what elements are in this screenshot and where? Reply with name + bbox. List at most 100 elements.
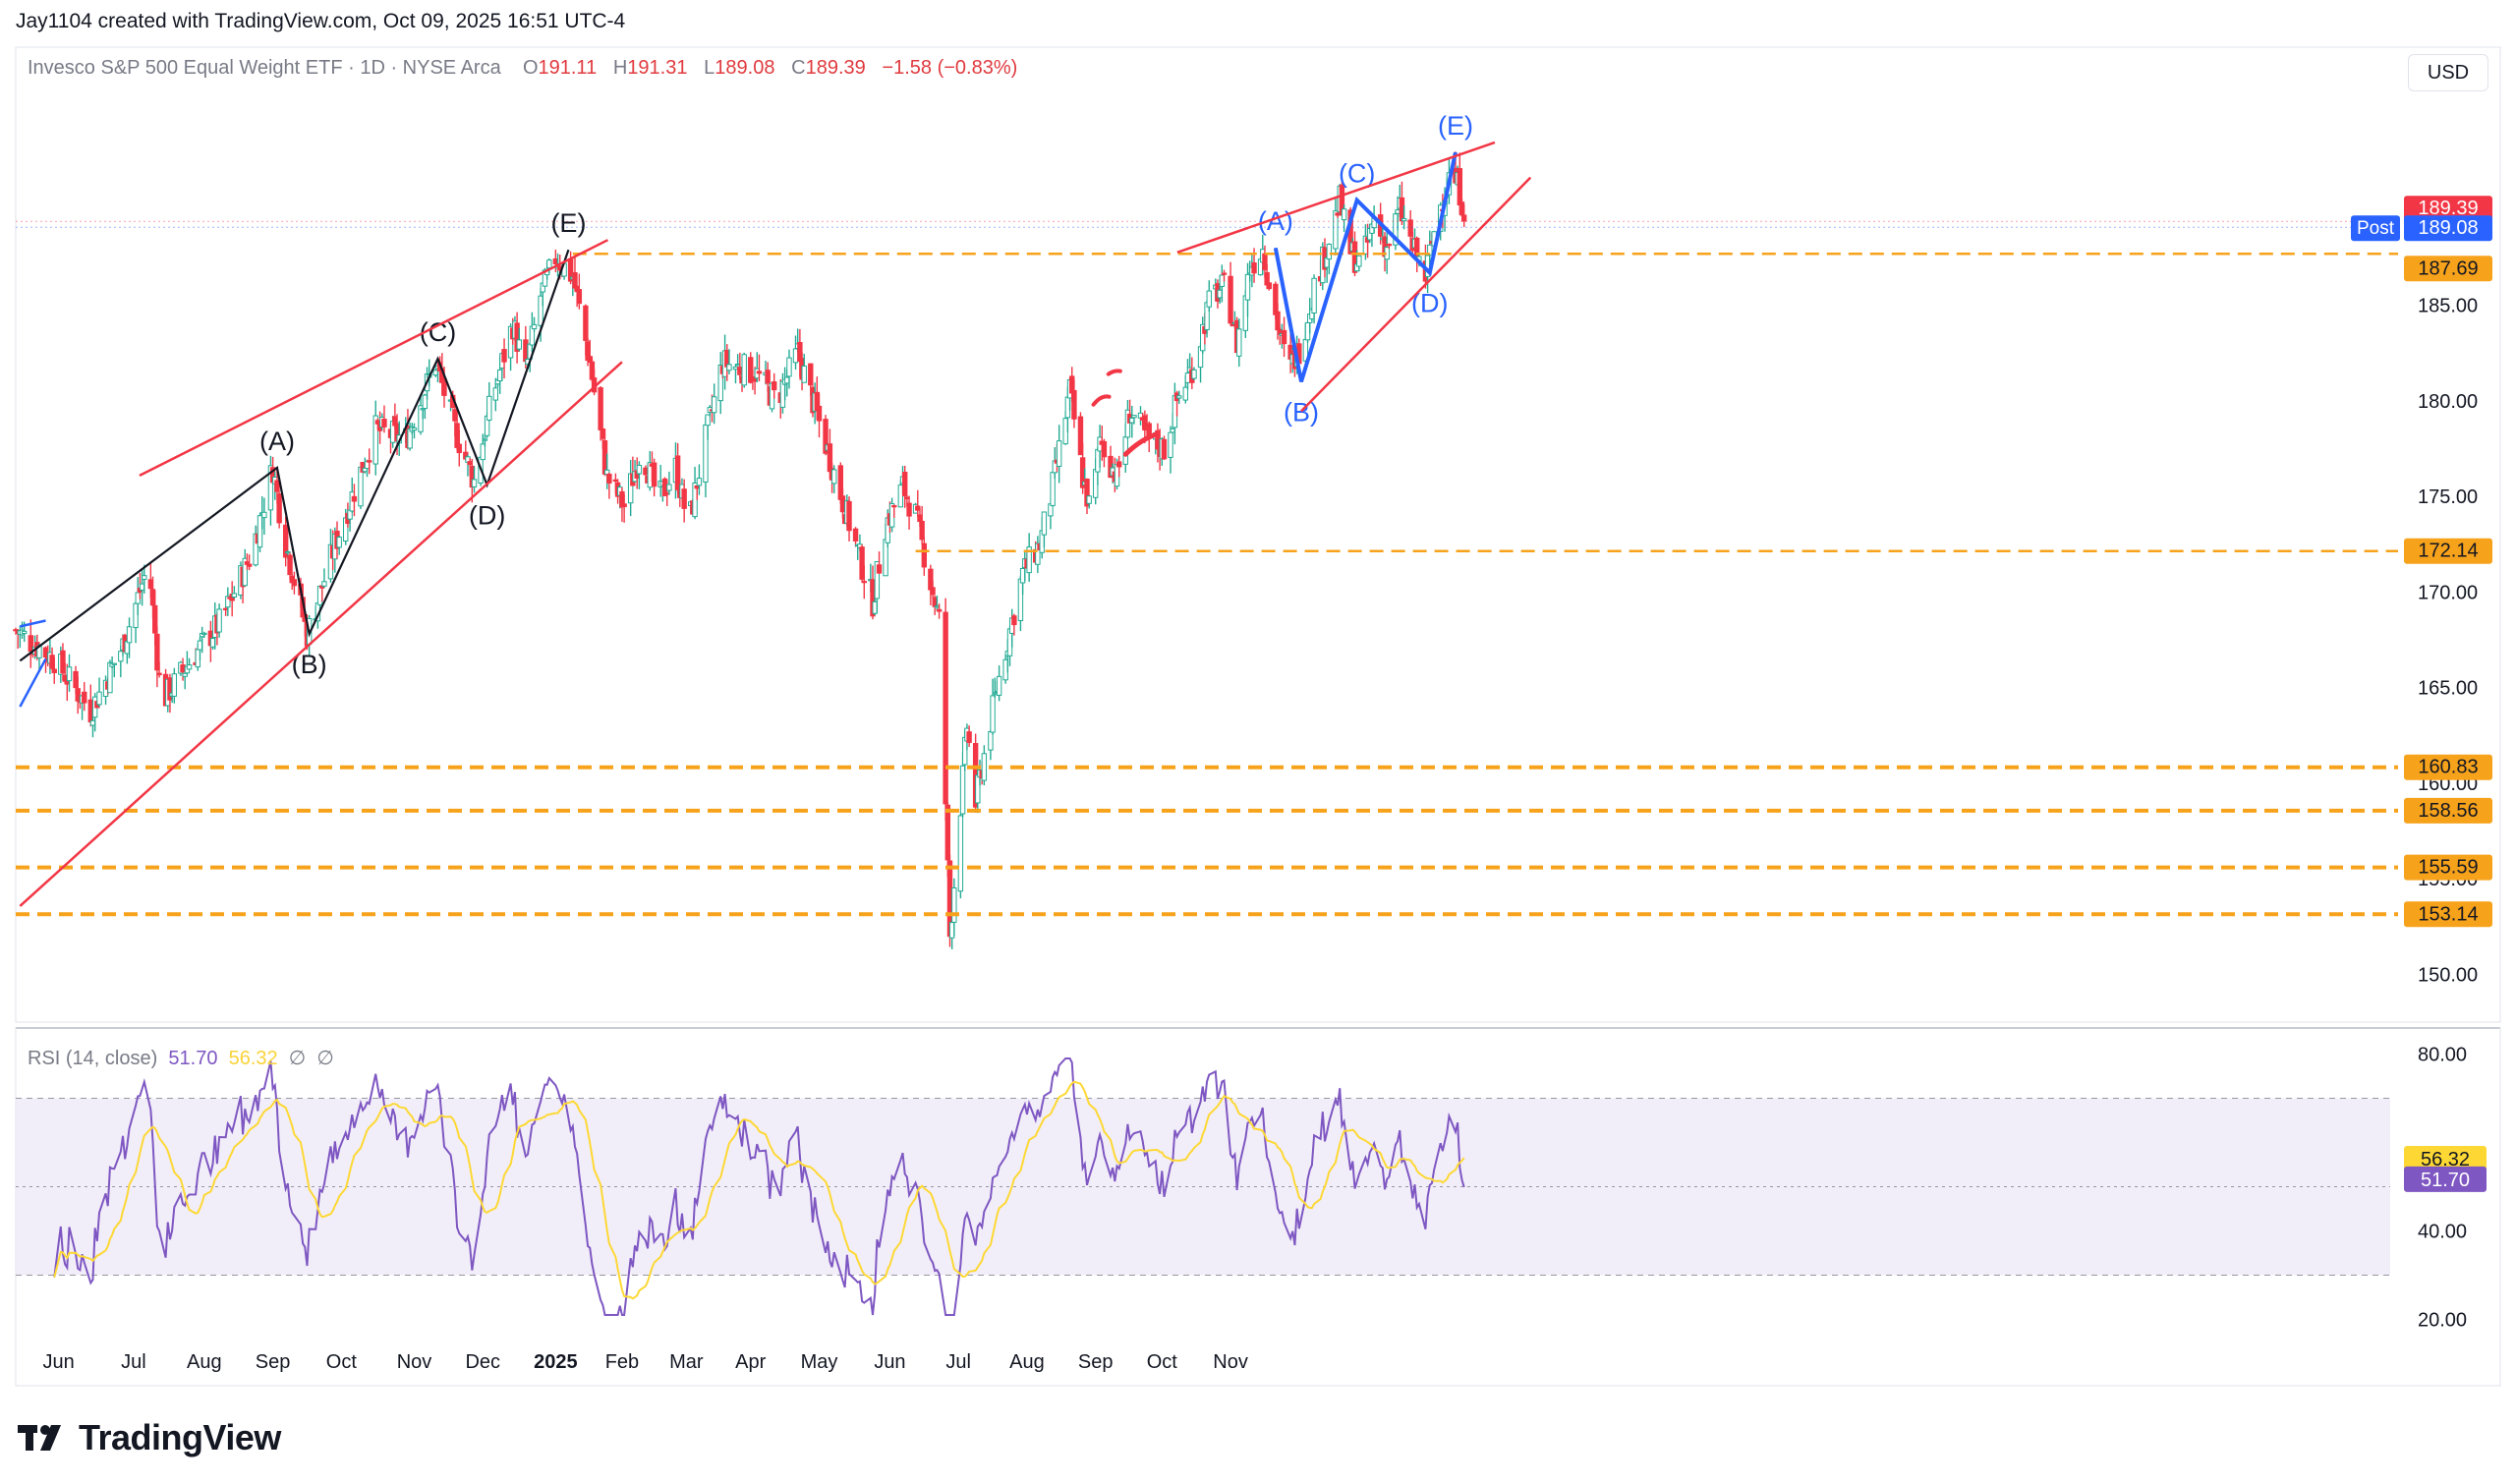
freehand-mark — [1106, 369, 1122, 376]
candle-down — [1011, 615, 1017, 626]
candle-up — [96, 691, 102, 706]
price-label: 155.59 — [2418, 857, 2478, 879]
candle-down — [276, 493, 282, 524]
candle-up — [1168, 431, 1173, 458]
candle-up — [1182, 386, 1188, 401]
candle-down — [156, 672, 162, 676]
candle-up — [732, 366, 739, 371]
candle-up — [516, 339, 522, 350]
candle-down — [816, 405, 823, 422]
candle-up — [990, 695, 996, 733]
close-value: 189.39 — [805, 57, 866, 79]
wave-label: (D) — [469, 500, 505, 530]
candle-up — [492, 387, 499, 401]
candle-up — [111, 662, 117, 665]
elliott-wave-line — [19, 249, 570, 662]
high-label: H — [612, 57, 628, 79]
rsi-indicator-label[interactable]: RSI (14, close) — [28, 1048, 158, 1069]
price-pane-frame — [15, 46, 2501, 1023]
candle-down — [1221, 272, 1228, 275]
candle-down — [859, 546, 865, 580]
channel-upper-line — [1176, 141, 1496, 255]
symbol-description[interactable]: Invesco S&P 500 Equal Weight ETF · 1D · … — [28, 57, 501, 79]
wave-label: (B) — [1284, 397, 1319, 427]
tradingview-wordmark: TradingView — [79, 1417, 281, 1457]
candle-up — [358, 466, 364, 507]
candle-down — [930, 587, 936, 596]
price-axis-tick: 170.00 — [2418, 582, 2478, 603]
candle-up — [996, 675, 1002, 696]
candle-up — [267, 465, 274, 511]
time-axis-tick: Jun — [874, 1351, 905, 1373]
price-label-bg — [2404, 196, 2492, 222]
tradingview-logo-icon — [18, 1425, 61, 1451]
channel-lower-line — [19, 361, 623, 907]
time-axis-tick: Jul — [121, 1351, 146, 1373]
candle-up — [1056, 440, 1062, 467]
candle-down — [51, 668, 57, 674]
candle-down — [606, 473, 612, 484]
candle-up — [285, 551, 291, 554]
candle-down — [921, 542, 928, 568]
candle-down — [1386, 244, 1393, 247]
rsi-axis-tick: 20.00 — [2418, 1310, 2467, 1332]
price-label-bg — [2404, 256, 2492, 282]
symbol-legend: Invesco S&P 500 Equal Weight ETF · 1D · … — [28, 57, 1017, 80]
candle-down — [1101, 440, 1108, 458]
price-label-bg — [2404, 215, 2492, 242]
rsi-axis-tick: 80.00 — [2418, 1045, 2467, 1066]
candle-up — [831, 469, 837, 485]
candle-up — [482, 438, 488, 441]
time-axis-tick: Mar — [669, 1351, 704, 1373]
candle-up — [411, 427, 418, 431]
candle-down — [583, 305, 589, 341]
candle-down — [1266, 282, 1272, 290]
candle-up — [696, 478, 703, 486]
candle-down — [274, 480, 280, 492]
price-label: 158.56 — [2418, 800, 2478, 822]
candle-down — [621, 503, 627, 508]
attribution-text: Jay1104 created with TradingView.com, Oc… — [16, 10, 626, 32]
candle-down — [1281, 329, 1287, 345]
candle-up — [471, 479, 478, 487]
candle-up — [741, 354, 747, 386]
candle-down — [1084, 479, 1090, 507]
candle-down — [441, 378, 447, 396]
candle-up — [225, 596, 231, 608]
candle-up — [801, 365, 807, 383]
candle-up — [118, 651, 124, 662]
candle-up — [107, 661, 113, 694]
candle-up — [216, 608, 222, 633]
open-value: 191.11 — [538, 57, 598, 79]
candle-down — [861, 581, 867, 584]
time-axis-tick: Feb — [605, 1351, 639, 1373]
time-axis-tick: 2025 — [534, 1351, 578, 1373]
channel-lower-line — [1300, 176, 1532, 413]
tradingview-logo[interactable]: TradingView — [18, 1417, 281, 1458]
candle-down — [246, 563, 253, 567]
candle-up — [22, 630, 28, 635]
currency-button[interactable]: USD — [2408, 54, 2488, 91]
candle-down — [876, 564, 883, 574]
candle-up — [171, 673, 178, 697]
candle-up — [480, 443, 486, 461]
price-label: 160.83 — [2418, 757, 2478, 778]
candle-down — [1116, 461, 1122, 468]
candle-up — [261, 511, 267, 519]
candle-up — [1184, 372, 1191, 383]
post-tag-label: Post — [2357, 218, 2395, 239]
candle-up — [201, 632, 207, 636]
candle-down — [456, 443, 462, 454]
price-label-bg — [2404, 754, 2492, 780]
candle-down — [367, 460, 372, 463]
candle-up — [1176, 395, 1182, 399]
candle-down — [381, 419, 387, 428]
candle-down — [902, 472, 908, 497]
candle-down — [351, 495, 358, 502]
rsi-axis-tick: 40.00 — [2418, 1222, 2467, 1243]
candle-up — [531, 323, 538, 329]
candle-up — [321, 581, 327, 587]
candle-up — [711, 396, 717, 414]
rsi-line — [53, 1057, 1465, 1316]
